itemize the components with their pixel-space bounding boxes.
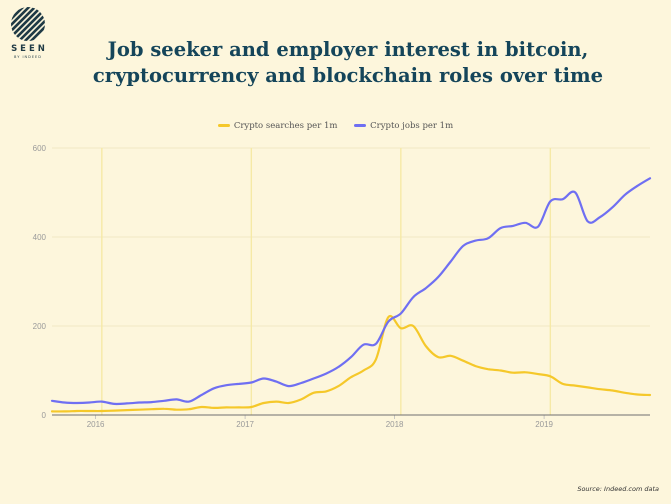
legend-item-searches[interactable]: Crypto searches per 1m: [217, 121, 338, 131]
legend-swatch-jobs: [354, 124, 367, 127]
brand-name: SEEN: [11, 44, 48, 54]
legend-item-jobs[interactable]: Crypto jobs per 1m: [354, 121, 453, 131]
x-tick-label: 2019: [535, 420, 553, 429]
legend-label-searches: Crypto searches per 1m: [233, 121, 338, 131]
legend-swatch-searches: [217, 124, 230, 127]
chart-legend: Crypto searches per 1m Crypto jobs per 1…: [0, 121, 671, 131]
seen-logo-icon: [11, 7, 45, 41]
x-tick-label: 2018: [386, 420, 404, 429]
y-tick-label: 200: [33, 322, 47, 331]
legend-label-jobs: Crypto jobs per 1m: [370, 121, 454, 131]
x-tick-label: 2017: [236, 420, 254, 429]
source-note: Source: Indeed.com data: [577, 485, 659, 493]
series-line-crypto-jobs: [50, 177, 652, 406]
x-tick-label: 2016: [87, 420, 105, 429]
chart-title: Job seeker and employer interest in bitc…: [92, 38, 604, 87]
brand-tagline: BY INDEED: [14, 55, 42, 59]
y-tick-label: 400: [33, 233, 47, 242]
y-tick-label: 0: [42, 411, 47, 420]
brand-logo: SEEN BY INDEED: [8, 6, 48, 59]
y-tick-label: 600: [33, 144, 47, 153]
series-line-crypto-searches: [50, 314, 652, 413]
